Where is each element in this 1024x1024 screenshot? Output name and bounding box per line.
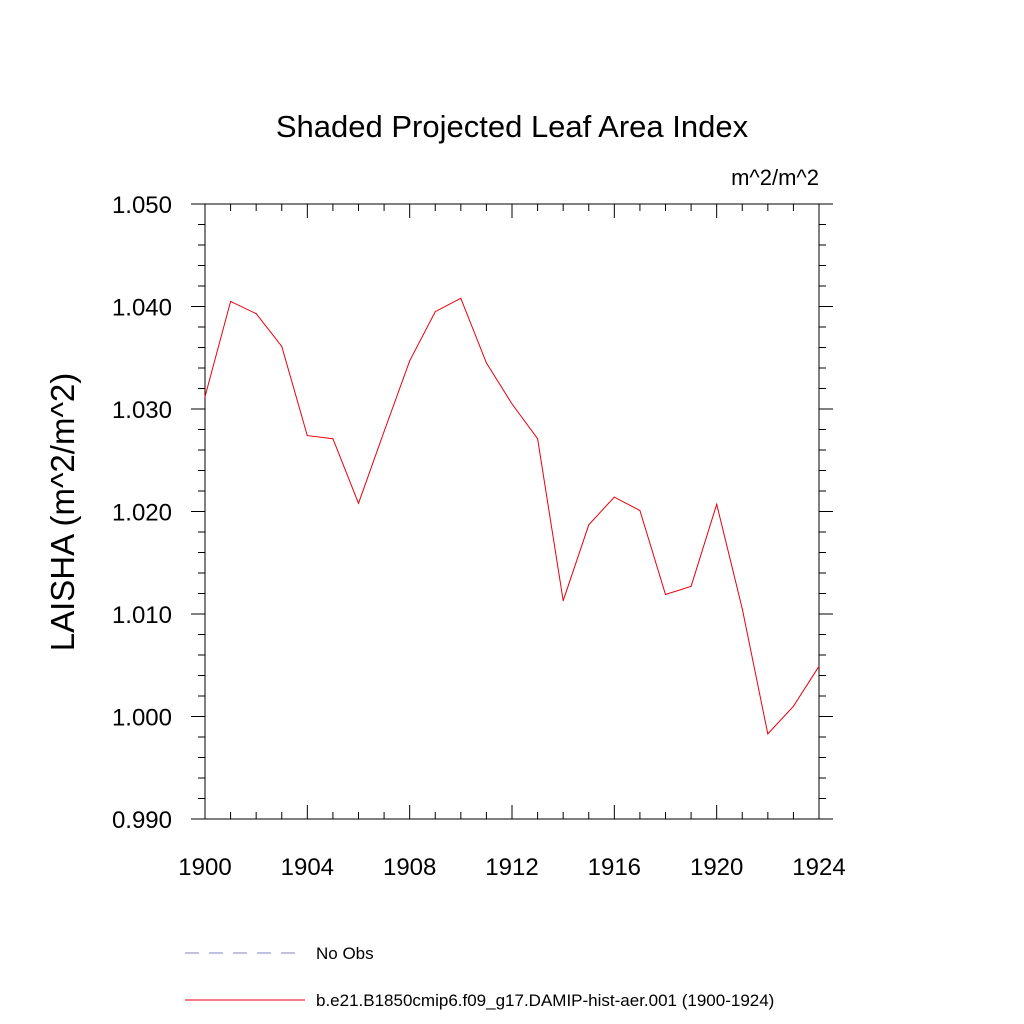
x-tick-label: 1904 <box>281 854 334 881</box>
x-tick-label: 1900 <box>178 854 231 881</box>
data-point <box>383 431 385 433</box>
data-point <box>434 311 436 313</box>
data-point <box>716 503 718 505</box>
legend-label-0: No Obs <box>316 944 374 963</box>
data-point <box>741 608 743 610</box>
data-point <box>306 435 308 437</box>
series-group <box>204 297 820 735</box>
data-point <box>613 496 615 498</box>
data-point <box>639 509 641 511</box>
series-line-1 <box>204 297 820 735</box>
legend: No Obs b.e21.B1850cmip6.f09_g17.DAMIP-his… <box>185 944 774 1010</box>
y-axis-label: LAISHA (m^2/m^2) <box>44 373 81 652</box>
y-tick-label: 1.000 <box>112 705 172 732</box>
chart-title: Shaded Projected Leaf Area Index <box>276 109 749 144</box>
units-label: m^2/m^2 <box>731 165 819 190</box>
y-tick-label: 0.990 <box>112 807 172 834</box>
data-point <box>332 438 334 440</box>
data-point <box>230 300 232 302</box>
data-point <box>818 665 820 667</box>
data-point <box>485 362 487 364</box>
data-point <box>460 297 462 299</box>
x-tick-label: 1912 <box>485 854 538 881</box>
data-point <box>588 524 590 526</box>
x-axis: 1900 1904 1908 1912 1916 1920 1924 <box>178 204 846 881</box>
y-tick-label: 1.040 <box>112 295 172 322</box>
data-point <box>358 502 359 504</box>
y-axis: 0.990 1.000 1.010 1.020 1.030 1.040 1.050 <box>112 192 833 834</box>
data-point <box>562 600 564 602</box>
x-tick-label: 1924 <box>792 854 845 881</box>
x-tick-label: 1916 <box>588 854 641 881</box>
data-point <box>767 733 769 735</box>
data-point <box>204 396 206 398</box>
y-tick-label: 1.010 <box>112 602 172 629</box>
y-tick-label: 1.050 <box>112 192 172 219</box>
data-point <box>255 313 257 315</box>
data-point <box>537 438 539 440</box>
x-tick-label: 1920 <box>690 854 743 881</box>
legend-label-1: b.e21.B1850cmip6.f09_g17.DAMIP-hist-aer.… <box>316 991 774 1010</box>
plot-frame <box>204 203 820 820</box>
y-tick-label: 1.020 <box>112 500 172 527</box>
data-point <box>409 360 411 362</box>
data-point <box>690 585 692 587</box>
plot-area <box>204 203 820 820</box>
data-point <box>511 403 513 405</box>
data-point <box>792 705 794 707</box>
y-tick-label: 1.030 <box>112 397 172 424</box>
x-tick-label: 1908 <box>383 854 436 881</box>
data-point <box>665 594 666 596</box>
data-point <box>281 345 283 347</box>
